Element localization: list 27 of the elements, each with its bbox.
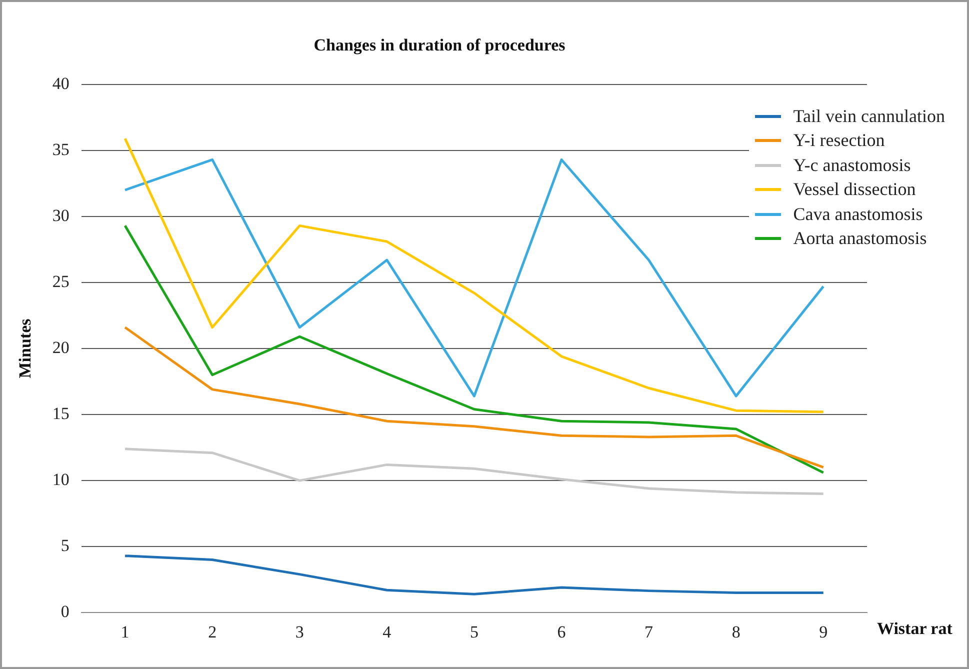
legend-label: Aorta anastomosis [793, 228, 927, 250]
legend-label: Vessel dissection [793, 179, 916, 200]
x-tick-label: 7 [644, 622, 654, 642]
y-tick-label: 5 [60, 536, 70, 556]
legend-label: Y-i resection [793, 130, 885, 152]
x-tick-label: 2 [208, 622, 217, 642]
y-tick-label: 30 [52, 206, 70, 225]
legend-label: Y-c anastomosis [793, 154, 911, 176]
legend-label: Tail vein cannulation [793, 106, 945, 127]
y-tick-label: 0 [60, 602, 70, 622]
y-tick-label: 35 [52, 140, 70, 159]
y-axis-title: Minutes [16, 318, 35, 378]
y-tick-label: 25 [52, 272, 70, 291]
y-tick-label: 15 [52, 404, 70, 423]
chart-title: Changes in duration of procedures [314, 36, 566, 55]
x-tick-label: 3 [295, 622, 304, 642]
x-tick-label: 6 [557, 622, 566, 642]
x-tick-label: 4 [382, 622, 392, 642]
y-tick-label: 40 [52, 74, 70, 93]
x-axis-title: Wistar rat [877, 618, 953, 638]
y-tick-label: 10 [52, 470, 70, 490]
x-tick-label: 1 [120, 622, 130, 642]
y-tick-label: 20 [52, 338, 70, 357]
legend-label: Cava anastomosis [793, 204, 923, 225]
x-tick-label: 8 [732, 622, 740, 642]
x-tick-label: 5 [470, 622, 478, 642]
x-tick-label: 9 [819, 622, 828, 642]
